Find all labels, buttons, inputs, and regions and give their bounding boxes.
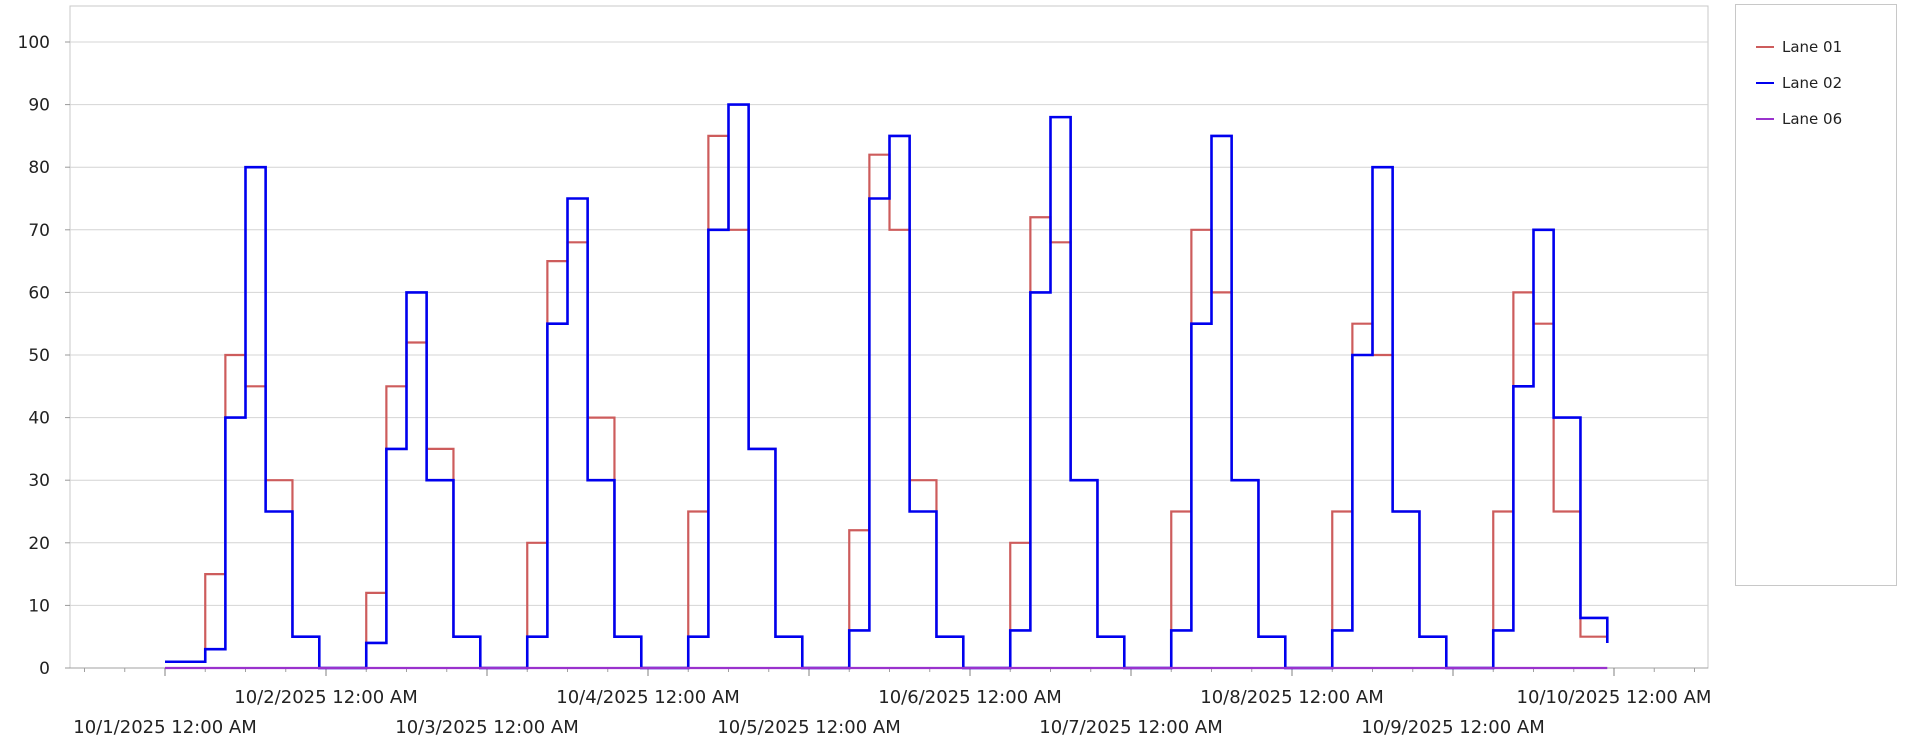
legend-swatch xyxy=(1756,82,1774,84)
y-tick-label: 0 xyxy=(39,659,50,679)
y-tick-label: 60 xyxy=(28,283,50,303)
x-tick-label: 10/9/2025 12:00 AM xyxy=(1361,717,1544,738)
legend-label: Lane 02 xyxy=(1782,74,1842,92)
legend-swatch xyxy=(1756,46,1774,48)
y-tick-label: 70 xyxy=(28,221,50,241)
x-tick-label: 10/6/2025 12:00 AM xyxy=(878,687,1061,708)
legend-item-lane-01: Lane 01 xyxy=(1756,37,1842,57)
legend-item-lane-06: Lane 06 xyxy=(1756,109,1842,129)
legend: Lane 01 Lane 02 Lane 06 xyxy=(1735,4,1897,586)
x-tick-label: 10/3/2025 12:00 AM xyxy=(395,717,578,738)
x-tick-label: 10/2/2025 12:00 AM xyxy=(234,687,417,708)
x-tick-label: 10/8/2025 12:00 AM xyxy=(1200,687,1383,708)
x-tick-label: 10/5/2025 12:00 AM xyxy=(717,717,900,738)
y-tick-label: 80 xyxy=(28,158,50,178)
x-tick-label: 10/1/2025 12:00 AM xyxy=(73,717,256,738)
legend-item-lane-02: Lane 02 xyxy=(1756,73,1842,93)
y-tick-label: 50 xyxy=(28,346,50,366)
y-tick-label: 10 xyxy=(28,596,50,616)
y-tick-label: 100 xyxy=(18,33,50,53)
y-tick-label: 90 xyxy=(28,96,50,116)
legend-swatch xyxy=(1756,118,1774,120)
y-tick-label: 20 xyxy=(28,534,50,554)
plot-frame xyxy=(70,6,1708,668)
y-tick-label: 30 xyxy=(28,471,50,491)
x-tick-label: 10/10/2025 12:00 AM xyxy=(1517,687,1712,708)
legend-label: Lane 06 xyxy=(1782,110,1842,128)
x-tick-label: 10/7/2025 12:00 AM xyxy=(1039,717,1222,738)
y-tick-label: 40 xyxy=(28,409,50,429)
x-tick-label: 10/4/2025 12:00 AM xyxy=(556,687,739,708)
legend-label: Lane 01 xyxy=(1782,38,1842,56)
